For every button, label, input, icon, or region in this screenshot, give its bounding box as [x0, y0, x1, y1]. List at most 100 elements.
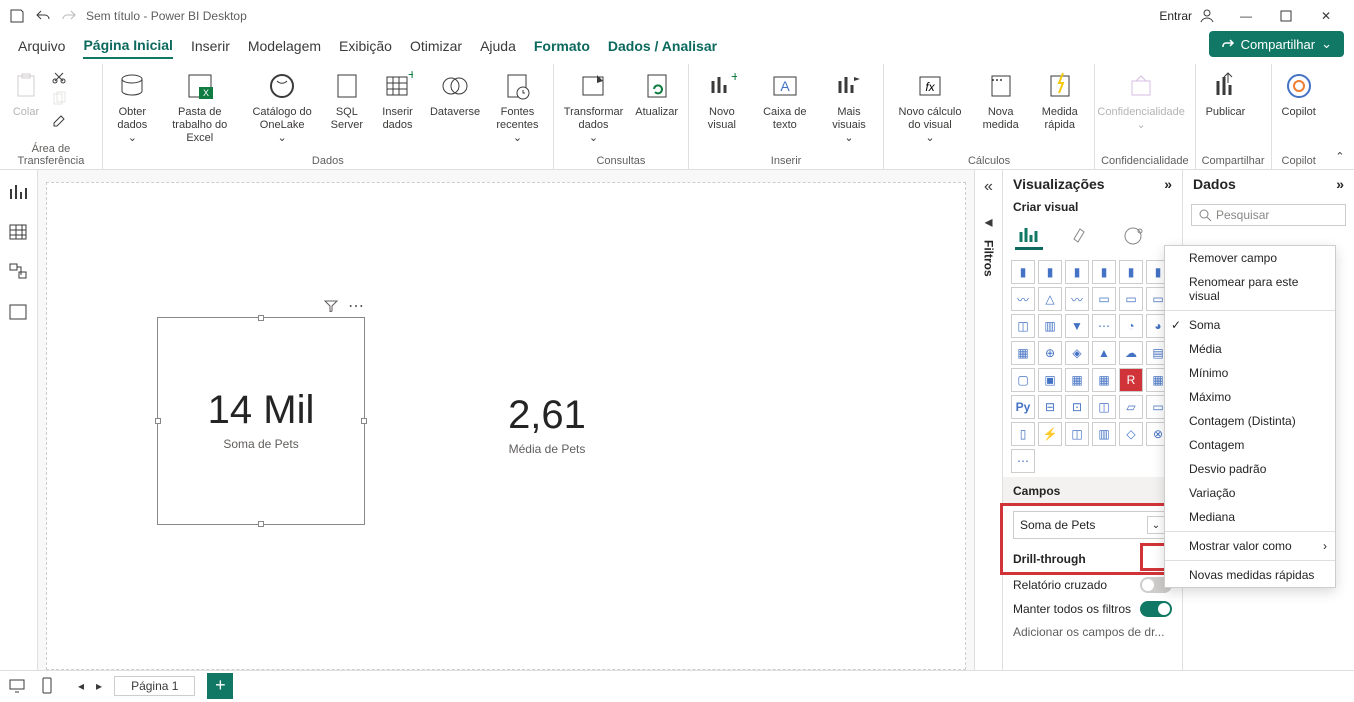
data-search-input[interactable]: Pesquisar	[1191, 204, 1346, 226]
report-canvas[interactable]: ⋯ 14 Mil Soma de Pets 2,61 Média de Pets	[38, 170, 974, 670]
publish-button[interactable]: Publicar	[1202, 68, 1250, 121]
menu-minimo[interactable]: Mínimo	[1165, 361, 1335, 385]
menu-desvio[interactable]: Desvio padrão	[1165, 457, 1335, 481]
copy-icon[interactable]	[50, 90, 68, 108]
get-data-button[interactable]: Obter dados ⌄	[109, 68, 156, 148]
build-tab-icon[interactable]	[1015, 222, 1043, 250]
field-well-soma[interactable]: Soma de Pets ⌄	[1013, 511, 1172, 539]
menu-modelagem[interactable]: Modelagem	[248, 38, 321, 58]
menu-otimizar[interactable]: Otimizar	[410, 38, 462, 58]
menu-show-value-as[interactable]: Mostrar valor como›	[1165, 534, 1335, 558]
more-visuals-button[interactable]: Mais visuais ⌄	[821, 68, 877, 148]
new-measure-button[interactable]: Nova medida	[974, 68, 1027, 134]
transform-data-button[interactable]: Transformar dados ⌄	[560, 68, 628, 148]
menu-contagem-distinta[interactable]: Contagem (Distinta)	[1165, 409, 1335, 433]
next-page-button[interactable]: ▸	[96, 679, 102, 693]
format-painter-icon[interactable]	[50, 112, 68, 130]
field-dropdown-button[interactable]: ⌄	[1147, 516, 1165, 534]
menu-exibicao[interactable]: Exibição	[339, 38, 392, 58]
table-view-icon[interactable]	[8, 222, 30, 244]
menu-pagina-inicial[interactable]: Página Inicial	[83, 37, 172, 59]
title-bar: Sem título - Power BI Desktop Entrar — ✕	[0, 0, 1354, 32]
menu-arquivo[interactable]: Arquivo	[18, 38, 65, 58]
menu-bar: Arquivo Página Inicial Inserir Modelagem…	[0, 32, 1354, 64]
card-visual-soma[interactable]: ⋯ 14 Mil Soma de Pets	[157, 317, 365, 525]
keep-filters-label: Manter todos os filtros	[1013, 602, 1131, 616]
visual-toolbar[interactable]: ⋯	[324, 296, 364, 316]
dax-view-icon[interactable]	[8, 302, 30, 324]
svg-text:+: +	[408, 71, 413, 82]
signin-button[interactable]: Entrar	[1159, 7, 1216, 25]
svg-text:X: X	[203, 88, 209, 98]
menu-formato[interactable]: Formato	[534, 38, 590, 58]
desktop-layout-icon[interactable]	[8, 677, 26, 695]
add-page-button[interactable]: +	[207, 673, 233, 699]
main-area: ⋯ 14 Mil Soma de Pets 2,61 Média de Pets…	[0, 170, 1354, 670]
undo-icon[interactable]	[34, 7, 52, 25]
menu-soma[interactable]: Soma	[1165, 313, 1335, 337]
menu-maximo[interactable]: Máximo	[1165, 385, 1335, 409]
paste-button[interactable]: Colar	[6, 68, 46, 121]
filters-pane-collapsed[interactable]: « ◂ Filtros	[974, 170, 1002, 670]
filter-icon[interactable]	[324, 300, 338, 312]
ribbon-collapse-button[interactable]: ⌃	[1326, 64, 1354, 169]
add-drill-fields[interactable]: Adicionar os campos de dr...	[1003, 621, 1182, 643]
recent-sources-button[interactable]: Fontes recentes ⌄	[488, 68, 547, 148]
menu-quick-measures[interactable]: Novas medidas rápidas	[1165, 563, 1335, 587]
card-visual-media[interactable]: 2,61 Média de Pets	[447, 383, 647, 483]
menu-ajuda[interactable]: Ajuda	[480, 38, 516, 58]
excel-workbook-button[interactable]: XPasta de trabalho do Excel	[160, 68, 240, 148]
menu-media[interactable]: Média	[1165, 337, 1335, 361]
menu-dados-analisar[interactable]: Dados / Analisar	[608, 38, 717, 58]
field-context-menu: Remover campo Renomear para este visual …	[1164, 245, 1336, 588]
cross-report-label: Relatório cruzado	[1013, 578, 1107, 592]
copilot-button[interactable]: Copilot	[1278, 68, 1320, 121]
collapse-icon[interactable]: »	[1164, 176, 1172, 192]
card-value: 2,61	[447, 393, 647, 438]
sql-server-button[interactable]: SQL Server	[325, 68, 370, 134]
refresh-button[interactable]: Atualizar	[631, 68, 682, 121]
visualization-gallery[interactable]: ▮▮▮▮▮▮ 〰△〰▭▭▭ ◫▥▼⋯◔◕ ▦⊕◈▲☁▤ ▢▣▦▦R▦ Py⊟⊡◫…	[1003, 256, 1182, 477]
menu-contagem[interactable]: Contagem	[1165, 433, 1335, 457]
dataverse-button[interactable]: Dataverse	[426, 68, 484, 121]
menu-mediana[interactable]: Mediana	[1165, 505, 1335, 529]
visualizations-panel: Visualizações» Criar visual ▮▮▮▮▮▮ 〰△〰▭▭…	[1002, 170, 1182, 670]
fields-section: Campos	[1003, 477, 1182, 505]
status-bar: ◂ ▸ Página 1 +	[0, 670, 1354, 700]
card-label: Soma de Pets	[158, 437, 364, 451]
cut-icon[interactable]	[50, 68, 68, 86]
text-box-button[interactable]: ACaixa de texto	[753, 68, 817, 134]
enter-data-button[interactable]: +Inserir dados	[373, 68, 422, 134]
format-tab-icon[interactable]	[1067, 222, 1095, 250]
keep-filters-toggle[interactable]	[1140, 601, 1172, 617]
page-tab[interactable]: Página 1	[114, 676, 195, 696]
new-visual-button[interactable]: +Novo visual	[695, 68, 749, 134]
svg-text:fx: fx	[925, 80, 935, 94]
model-view-icon[interactable]	[8, 262, 30, 284]
build-visual-label: Criar visual	[1003, 198, 1182, 216]
sensitivity-button[interactable]: Confidencialidade ⌄	[1101, 68, 1181, 134]
quick-measure-button[interactable]: Medida rápida	[1031, 68, 1088, 134]
redo-icon[interactable]	[60, 7, 78, 25]
more-options-icon[interactable]: ⋯	[348, 296, 364, 316]
mobile-layout-icon[interactable]	[38, 677, 56, 695]
card-label: Média de Pets	[447, 442, 647, 456]
menu-variacao[interactable]: Variação	[1165, 481, 1335, 505]
document-title: Sem título - Power BI Desktop	[86, 9, 247, 23]
menu-inserir[interactable]: Inserir	[191, 38, 230, 58]
collapse-icon[interactable]: »	[1336, 176, 1344, 192]
onelake-button[interactable]: Catálogo do OneLake ⌄	[244, 68, 321, 148]
analytics-tab-icon[interactable]	[1119, 222, 1147, 250]
maximize-button[interactable]	[1266, 2, 1306, 30]
share-button[interactable]: Compartilhar ⌄	[1209, 31, 1344, 57]
svg-text:A: A	[780, 78, 790, 94]
close-button[interactable]: ✕	[1306, 2, 1346, 30]
new-visual-calc-button[interactable]: fxNovo cálculo do visual ⌄	[890, 68, 970, 148]
menu-remove-field[interactable]: Remover campo	[1165, 246, 1335, 270]
menu-rename[interactable]: Renomear para este visual	[1165, 270, 1335, 308]
prev-page-button[interactable]: ◂	[78, 679, 84, 693]
minimize-button[interactable]: —	[1226, 2, 1266, 30]
save-icon[interactable]	[8, 7, 26, 25]
report-view-icon[interactable]	[8, 182, 30, 204]
ribbon: Colar Área de Transferência Obter dados …	[0, 64, 1354, 170]
